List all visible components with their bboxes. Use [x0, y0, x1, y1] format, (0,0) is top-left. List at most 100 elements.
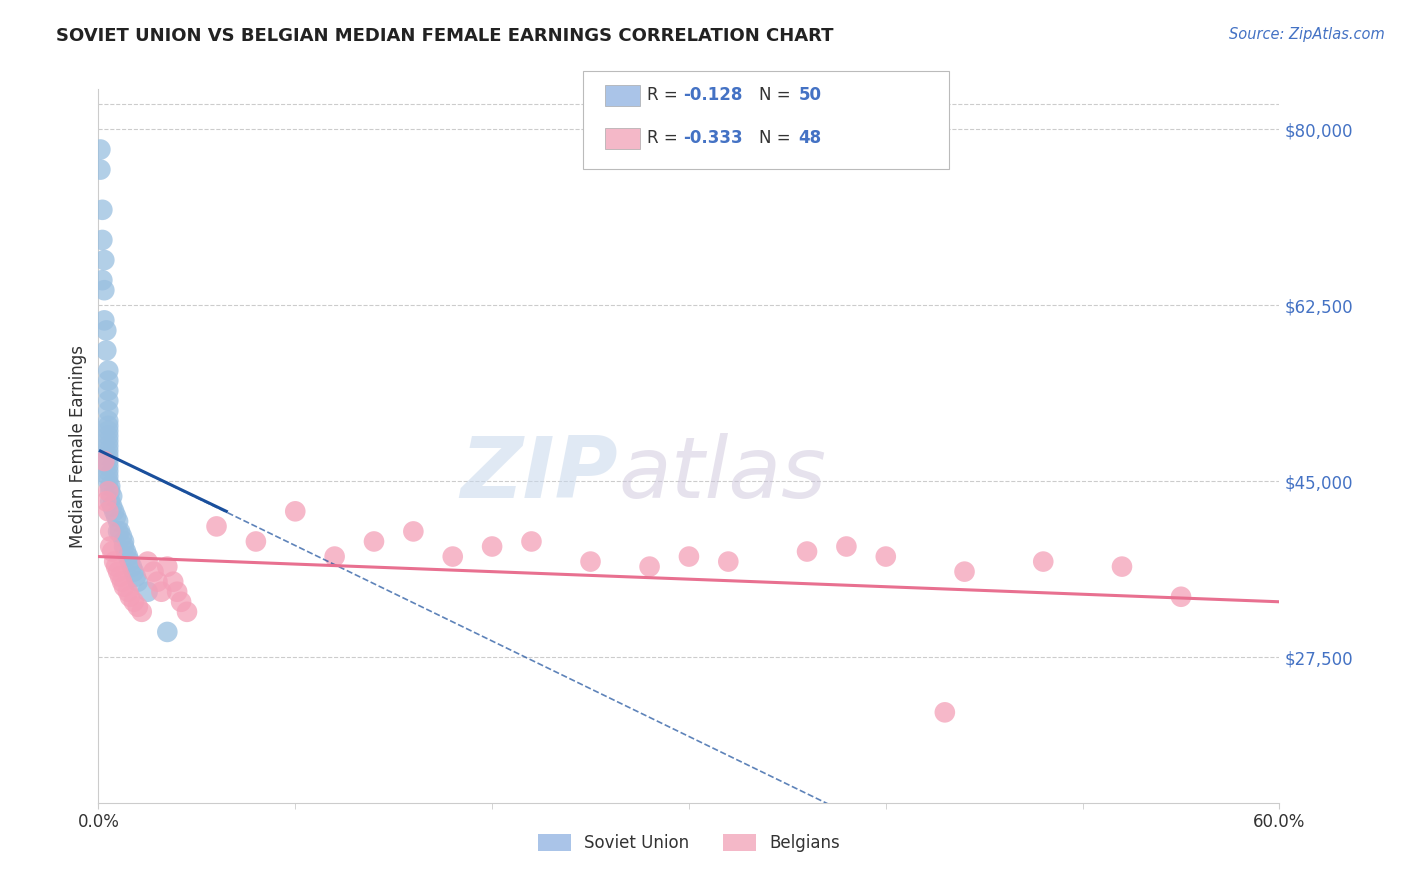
Point — [98, 524, 121, 539]
Point — [638, 559, 661, 574]
Point — [96, 323, 118, 337]
Text: ZIP: ZIP — [460, 433, 619, 516]
Text: R =: R = — [647, 87, 683, 104]
Point — [1170, 590, 1192, 604]
Point — [97, 459, 120, 474]
Point — [93, 454, 115, 468]
Point — [150, 584, 173, 599]
Point — [520, 534, 543, 549]
Text: Source: ZipAtlas.com: Source: ZipAtlas.com — [1229, 27, 1385, 42]
Point — [115, 544, 138, 558]
Point — [284, 504, 307, 518]
Point — [96, 343, 118, 358]
Point — [146, 574, 169, 589]
Point — [142, 565, 165, 579]
Point — [118, 555, 141, 569]
Point — [103, 504, 125, 518]
Point — [97, 504, 120, 518]
Point — [118, 590, 141, 604]
Point — [111, 574, 134, 589]
Point — [323, 549, 346, 564]
Point — [91, 202, 114, 217]
Point — [97, 434, 120, 448]
Point — [441, 549, 464, 564]
Point — [166, 584, 188, 599]
Point — [97, 439, 120, 453]
Point — [363, 534, 385, 549]
Point — [170, 595, 193, 609]
Point — [112, 580, 135, 594]
Point — [96, 494, 118, 508]
Point — [97, 404, 120, 418]
Point — [105, 509, 128, 524]
Point — [579, 555, 602, 569]
Point — [98, 540, 121, 554]
Point — [402, 524, 425, 539]
Point — [97, 474, 120, 488]
Point — [953, 565, 976, 579]
Point — [156, 624, 179, 639]
Point — [93, 283, 115, 297]
Point — [97, 418, 120, 433]
Text: N =: N = — [759, 129, 796, 147]
Point — [835, 540, 858, 554]
Point — [97, 424, 120, 438]
Point — [205, 519, 228, 533]
Text: 50: 50 — [799, 87, 821, 104]
Point — [678, 549, 700, 564]
Point — [93, 253, 115, 268]
Point — [1111, 559, 1133, 574]
Point — [127, 599, 149, 614]
Point — [156, 559, 179, 574]
Point — [111, 529, 134, 543]
Point — [103, 555, 125, 569]
Point — [107, 524, 129, 539]
Point — [98, 484, 121, 499]
Point — [481, 540, 503, 554]
Point — [127, 574, 149, 589]
Point — [97, 454, 120, 468]
Point — [107, 565, 129, 579]
Point — [125, 569, 148, 583]
Point — [117, 584, 139, 599]
Point — [101, 500, 124, 514]
Point — [91, 233, 114, 247]
Text: -0.333: -0.333 — [683, 129, 742, 147]
Point — [101, 489, 124, 503]
Point — [108, 569, 131, 583]
Point — [176, 605, 198, 619]
Text: SOVIET UNION VS BELGIAN MEDIAN FEMALE EARNINGS CORRELATION CHART: SOVIET UNION VS BELGIAN MEDIAN FEMALE EA… — [56, 27, 834, 45]
Y-axis label: Median Female Earnings: Median Female Earnings — [69, 344, 87, 548]
Point — [122, 595, 145, 609]
Point — [875, 549, 897, 564]
Point — [112, 534, 135, 549]
Text: N =: N = — [759, 87, 796, 104]
Legend: Soviet Union, Belgians: Soviet Union, Belgians — [531, 827, 846, 859]
Point — [112, 540, 135, 554]
Point — [117, 549, 139, 564]
Text: -0.128: -0.128 — [683, 87, 742, 104]
Point — [796, 544, 818, 558]
Text: 48: 48 — [799, 129, 821, 147]
Point — [89, 143, 111, 157]
Point — [131, 605, 153, 619]
Point — [136, 584, 159, 599]
Point — [162, 574, 184, 589]
Point — [1032, 555, 1054, 569]
Point — [121, 559, 143, 574]
Point — [136, 555, 159, 569]
Point — [934, 706, 956, 720]
Point — [97, 484, 120, 499]
Text: atlas: atlas — [619, 433, 827, 516]
Point — [97, 363, 120, 377]
Point — [101, 544, 124, 558]
Point — [97, 384, 120, 398]
Point — [97, 464, 120, 478]
Point — [122, 565, 145, 579]
Point — [97, 469, 120, 483]
Point — [97, 374, 120, 388]
Point — [97, 429, 120, 443]
Point — [97, 444, 120, 458]
Point — [97, 414, 120, 428]
Point — [245, 534, 267, 549]
